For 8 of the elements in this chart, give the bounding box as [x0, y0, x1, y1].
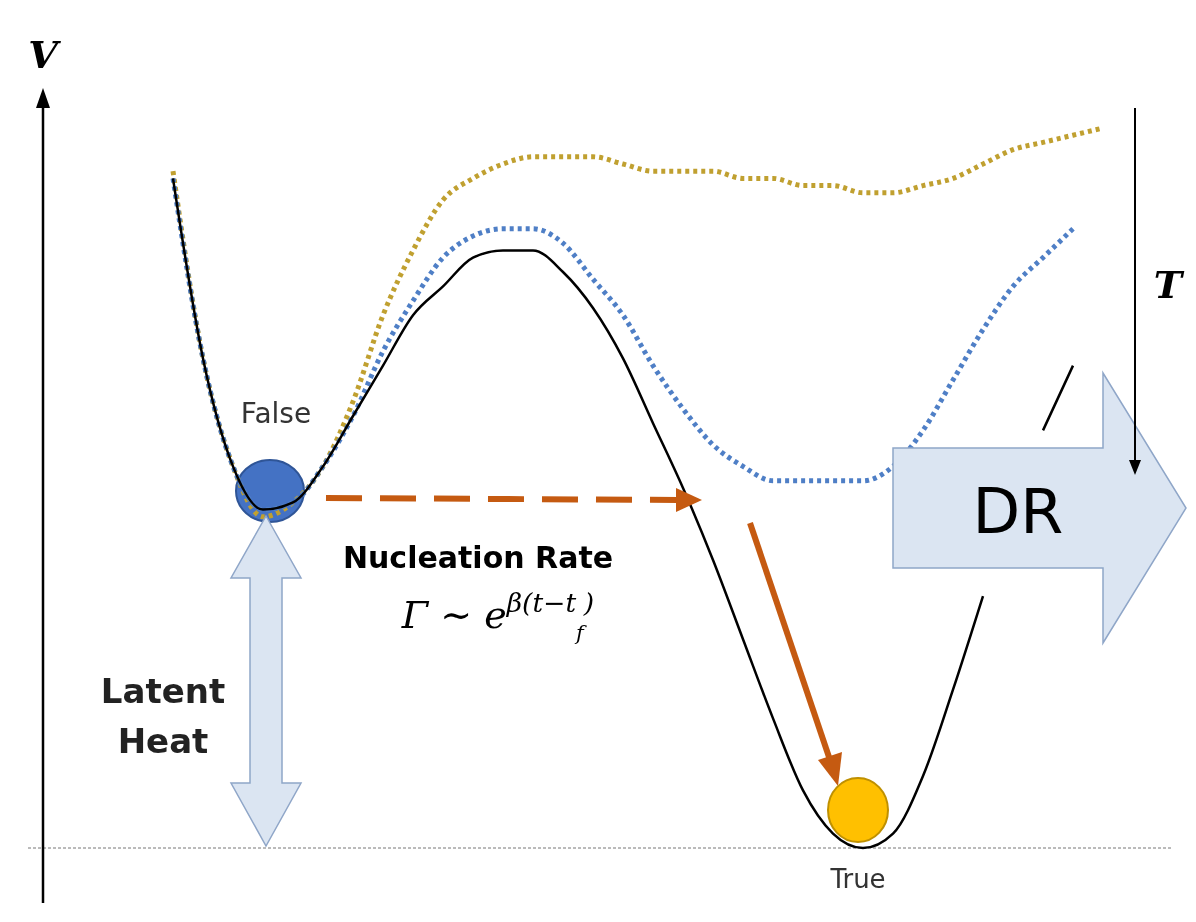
annotation: Heat: [117, 721, 209, 761]
annotation: False: [240, 397, 312, 430]
annotation: Latent: [100, 671, 226, 711]
annotation: Nucleation Rate: [342, 540, 614, 575]
y-axis-title: V: [28, 32, 62, 77]
text: T: [1153, 262, 1185, 307]
annotation: DR: [972, 475, 1064, 548]
text: True: [829, 864, 886, 894]
